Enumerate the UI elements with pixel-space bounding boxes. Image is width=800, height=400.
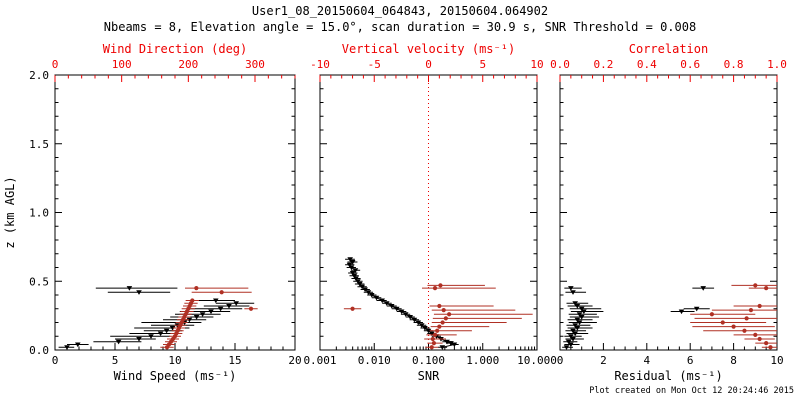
top-tick-label: 100 [112, 58, 132, 71]
x-tick-label: 8 [730, 354, 737, 367]
bottom-axis: 0.001 0.010 0.100 1.000 10.000 SNR [303, 343, 557, 383]
top-axis-title: Vertical velocity (ms⁻¹) [342, 42, 515, 56]
top-tick-label: 0.2 [593, 58, 613, 71]
top-tick-label: 300 [245, 58, 265, 71]
top-tick-label: 0.6 [680, 58, 700, 71]
top-tick-label: 1.0 [767, 58, 787, 71]
top-tick-label: -10 [310, 58, 330, 71]
y-tick-label: 2.0 [29, 69, 49, 82]
x-axis-title: Wind Speed (ms⁻¹) [114, 369, 237, 383]
wind-direction-series [160, 286, 258, 350]
x-tick-label: 10.000 [517, 354, 557, 367]
residual-profile-series [562, 286, 715, 350]
plot-created-timestamp: Plot created on Mon Oct 12 20:24:46 2015 [589, 386, 794, 396]
snr-panel: 0.001 0.010 0.100 1.000 10.000 SNR -10 -5 0 5 10 Ve… [303, 42, 556, 383]
top-axis: 0.0 0.2 0.4 0.6 0.8 1.0 Correlation [550, 42, 787, 82]
y-tick-label: 0.5 [29, 275, 49, 288]
top-tick-label: 0.4 [637, 58, 657, 71]
x-tick-label: 4 [643, 354, 650, 367]
y-tick-label: 1.0 [29, 207, 49, 220]
top-tick-label: 10 [530, 58, 543, 71]
y-axis [320, 74, 537, 351]
y-tick-label: 0.0 [29, 344, 49, 357]
top-tick-label: 5 [479, 58, 486, 71]
correlation-series [690, 283, 777, 350]
top-tick-label: 0 [52, 58, 59, 71]
x-tick-label: 0.100 [412, 354, 445, 367]
x-tick-label: 5 [112, 354, 119, 367]
x-tick-label: 0.010 [358, 354, 391, 367]
bottom-axis: 0 2 4 6 8 10 Residual (ms⁻¹) [557, 343, 784, 383]
y-axis: 0.0 0.5 1.0 1.5 2.0 z (km AGL) [3, 69, 295, 357]
x-tick-label: 15 [228, 354, 241, 367]
x-tick-label: 1.000 [466, 354, 499, 367]
plot-box [54, 74, 296, 351]
top-tick-label: -5 [368, 58, 381, 71]
top-axis-title: Correlation [629, 42, 708, 56]
x-tick-label: 10 [770, 354, 783, 367]
x-tick-label: 10 [168, 354, 181, 367]
plot-subtitle: Nbeams = 8, Elevation angle = 15.0°, sca… [104, 20, 696, 34]
top-tick-label: 200 [178, 58, 198, 71]
x-axis-title: Residual (ms⁻¹) [614, 369, 722, 383]
x-tick-label: 2 [600, 354, 607, 367]
wind-panel: 0 5 10 15 20 Wind Speed (ms⁻¹) 0 100 200 300 Wind … [3, 42, 302, 383]
x-tick-label: 0 [557, 354, 564, 367]
y-axis [560, 74, 777, 351]
y-tick-label: 1.5 [29, 138, 49, 151]
x-tick-label: 0.001 [303, 354, 336, 367]
top-axis: -10 -5 0 5 10 Vertical velocity (ms⁻¹) [310, 42, 544, 82]
x-tick-label: 6 [687, 354, 694, 367]
top-tick-label: 0 [425, 58, 432, 71]
plot-title: User1_08_20150604_064843, 20150604.06490… [252, 4, 548, 18]
residual-panel: 0 2 4 6 8 10 Residual (ms⁻¹) 0.0 0.2 0.4 0.6 0.8 1.0… [550, 42, 787, 383]
x-tick-label: 0 [52, 354, 59, 367]
x-axis-title: SNR [418, 369, 440, 383]
top-axis: 0 100 200 300 Wind Direction (deg) [52, 42, 296, 82]
top-axis-title: Wind Direction (deg) [103, 42, 248, 56]
bottom-axis: 0 5 10 15 20 Wind Speed (ms⁻¹) [52, 343, 302, 383]
snr-profile-series [345, 257, 459, 350]
vertical-velocity-series [343, 283, 533, 350]
top-tick-label: 0.8 [724, 58, 744, 71]
y-axis-title: z (km AGL) [3, 176, 17, 248]
wind-speed-series [58, 286, 255, 350]
top-tick-label: 0.0 [550, 58, 570, 71]
x-tick-label: 20 [288, 354, 301, 367]
